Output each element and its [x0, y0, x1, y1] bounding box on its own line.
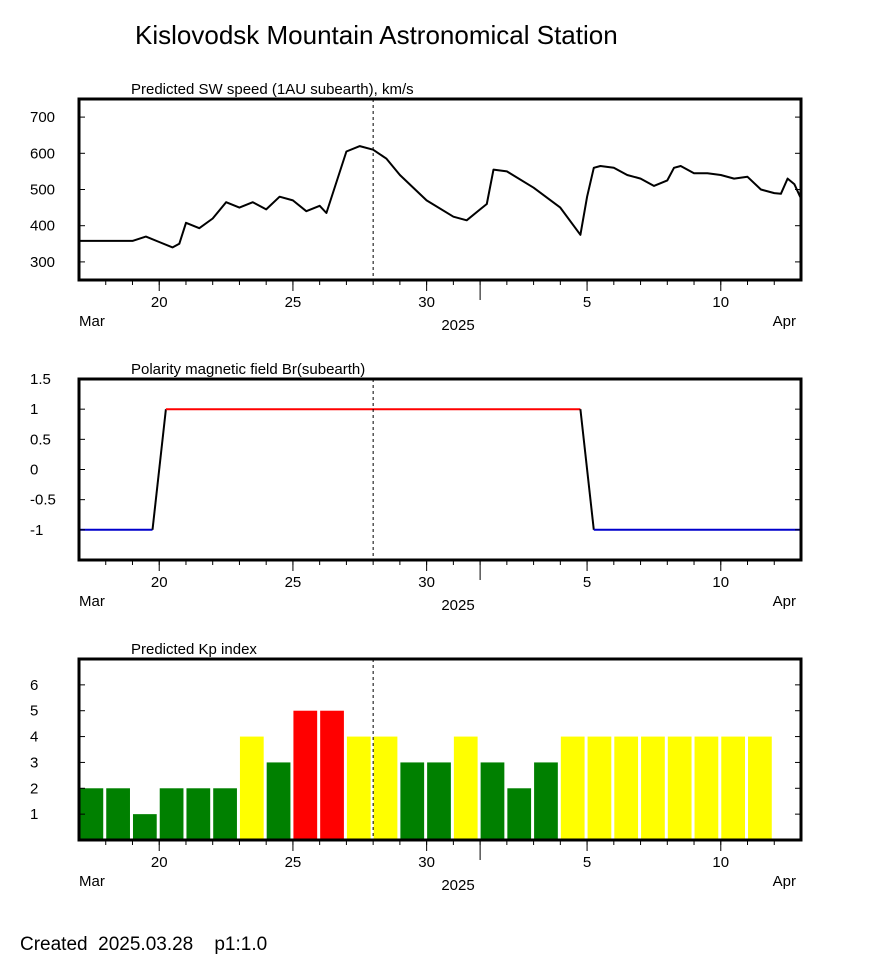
x-tick-label: 5 — [583, 294, 591, 311]
x-tick-label: 30 — [418, 854, 435, 871]
kp-bar — [266, 762, 291, 840]
created-footer: Created 2025.03.28 p1:1.0 — [20, 934, 268, 955]
kp-bar — [453, 736, 478, 840]
y-tick-label: 600 — [30, 145, 55, 162]
kp-bar — [560, 736, 585, 840]
series-line — [79, 145, 802, 249]
kp-bar — [748, 736, 772, 840]
kp-bar — [159, 788, 184, 840]
kp-bar — [427, 762, 451, 840]
x-tick-label: 25 — [285, 294, 302, 311]
x-tick-label: 25 — [285, 574, 302, 591]
x-tick-label: 25 — [285, 854, 302, 871]
month-label-left: Mar — [79, 873, 105, 890]
kp-bar — [132, 814, 157, 840]
kp-bar — [721, 736, 746, 840]
polarity-panel: Polarity magnetic field Br(subearth) 1.5 1… — [30, 361, 803, 614]
sw-speed-panel: Predicted SW speed (1AU subearth), km/s 3… — [30, 81, 803, 334]
x-tick-label: 20 — [151, 294, 168, 311]
y-tick-label: 400 — [30, 218, 55, 235]
y-tick-label: 0.5 — [30, 431, 51, 448]
kp-bar — [373, 736, 398, 840]
kp-bar — [106, 788, 130, 840]
year-label: 2025 — [441, 317, 474, 334]
x-tick-label: 5 — [583, 574, 591, 591]
month-label-right: Apr — [773, 593, 796, 610]
y-tick-label: 3 — [30, 754, 38, 771]
x-tick-label: 10 — [712, 294, 729, 311]
plot-frame — [77, 377, 803, 562]
series-line — [151, 409, 167, 530]
month-label-left: Mar — [79, 313, 105, 330]
kp-bar — [79, 788, 104, 840]
y-tick-label: 300 — [30, 254, 55, 271]
kp-bar — [507, 788, 532, 840]
kp-bar — [213, 788, 237, 840]
x-tick-label: 30 — [418, 294, 435, 311]
kp-bar — [641, 736, 665, 840]
kp-bar — [293, 710, 318, 840]
y-tick-label: 1 — [30, 806, 38, 823]
y-tick-label: 1 — [30, 401, 38, 418]
x-tick-label: 20 — [151, 854, 168, 871]
y-tick-label: 500 — [30, 182, 55, 199]
x-tick-label: 20 — [151, 574, 168, 591]
x-tick-label: 5 — [583, 854, 591, 871]
plot-frame — [77, 657, 803, 842]
kp-bar — [667, 736, 692, 840]
kp-bar — [346, 736, 371, 840]
panel-title: Predicted Kp index — [131, 641, 257, 658]
x-tick-label: 30 — [418, 574, 435, 591]
kp-bar — [587, 736, 612, 840]
kp-bar — [480, 762, 505, 840]
month-label-left: Mar — [79, 593, 105, 610]
month-label-right: Apr — [773, 313, 796, 330]
month-label-right: Apr — [773, 873, 796, 890]
y-tick-label: 5 — [30, 703, 38, 720]
kp-bar — [320, 710, 344, 840]
y-tick-label: 6 — [30, 677, 38, 694]
kp-bar — [400, 762, 425, 840]
y-tick-label: -0.5 — [30, 492, 56, 509]
y-tick-label: -1 — [30, 522, 43, 539]
series-line — [579, 409, 595, 530]
y-tick-label: 1.5 — [30, 371, 51, 388]
plot-frame — [77, 97, 803, 282]
y-tick-label: 0 — [30, 462, 38, 479]
x-tick-label: 10 — [712, 854, 729, 871]
year-label: 2025 — [441, 877, 474, 894]
kp-bar — [239, 736, 264, 840]
x-tick-label: 10 — [712, 574, 729, 591]
y-tick-label: 700 — [30, 109, 55, 126]
year-label: 2025 — [441, 597, 474, 614]
kp-bar — [186, 788, 211, 840]
panel-title: Predicted SW speed (1AU subearth), km/s — [131, 81, 414, 98]
page-title: Kislovodsk Mountain Astronomical Station — [135, 20, 618, 50]
y-tick-label: 2 — [30, 780, 38, 797]
kp-bar — [694, 736, 719, 840]
kp-bar — [614, 736, 639, 840]
y-tick-label: 4 — [30, 729, 38, 746]
panel-title: Polarity magnetic field Br(subearth) — [131, 361, 365, 378]
kp-bar — [534, 762, 558, 840]
